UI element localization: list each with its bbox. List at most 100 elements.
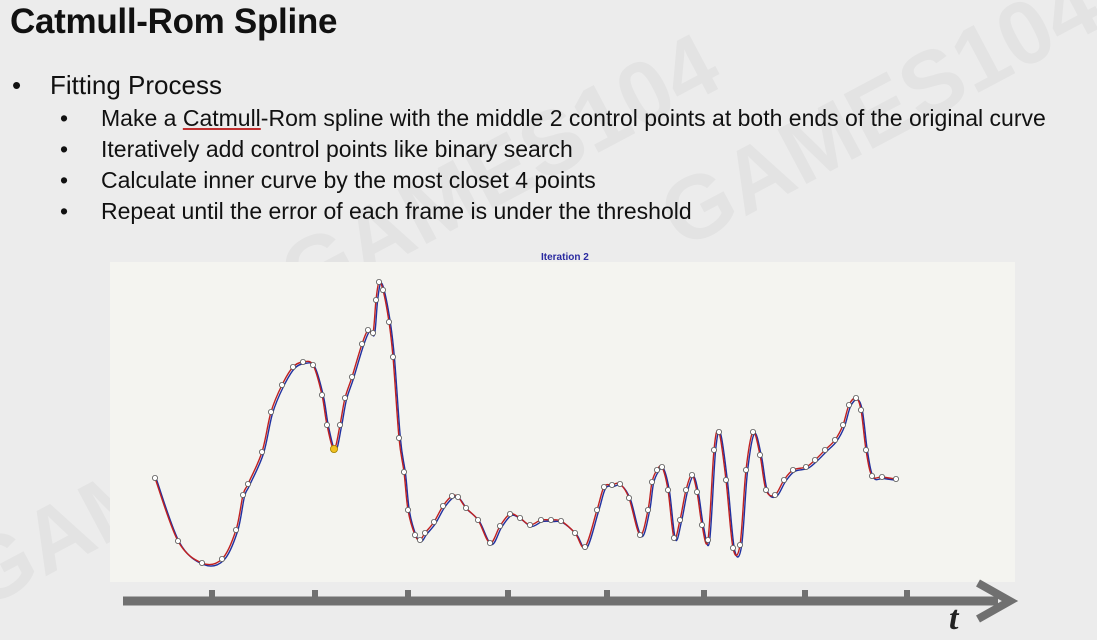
control-point <box>309 361 316 368</box>
control-point <box>671 535 678 542</box>
sub-bullet-4: • Repeat until the error of each frame i… <box>60 196 1097 227</box>
control-point <box>174 538 181 545</box>
control-point <box>258 448 265 455</box>
sub-bullet-text: Make a <box>101 105 183 131</box>
control-point <box>659 463 666 470</box>
control-point <box>594 506 601 513</box>
control-point <box>683 486 690 493</box>
control-point <box>496 523 503 530</box>
control-point <box>239 491 246 498</box>
control-point <box>694 488 701 495</box>
control-point <box>364 326 371 333</box>
sub-bullet-1: • Make a Catmull-Rom spline with the mid… <box>60 103 1097 134</box>
control-point <box>244 480 251 487</box>
control-point <box>404 506 411 513</box>
control-point <box>400 468 407 475</box>
control-point <box>879 473 886 480</box>
control-point <box>649 478 656 485</box>
control-point <box>665 486 672 493</box>
bullet-label: Fitting Process <box>50 70 222 100</box>
control-point <box>677 517 684 524</box>
control-point <box>486 540 493 547</box>
x-axis-label: t <box>949 600 959 637</box>
bullet-dot: • <box>60 198 69 224</box>
control-point <box>527 522 534 529</box>
sub-bullet-list: • Make a Catmull-Rom spline with the mid… <box>60 103 1097 227</box>
control-points <box>151 278 900 567</box>
control-point <box>609 481 616 488</box>
axis-arrowhead <box>976 579 1019 623</box>
control-point <box>517 515 524 522</box>
axis-tick <box>312 590 318 600</box>
control-point <box>750 428 757 435</box>
control-point <box>689 471 696 478</box>
control-point <box>385 318 392 325</box>
bullet-dot: • <box>60 136 69 162</box>
control-point <box>772 491 779 498</box>
axis-tick <box>802 590 808 600</box>
control-point <box>278 381 285 388</box>
control-point <box>705 537 712 544</box>
control-point <box>716 428 723 435</box>
bullet-dot: • <box>60 167 69 193</box>
spellcheck-word: Catmull <box>182 105 261 131</box>
control-point <box>601 483 608 490</box>
control-point <box>812 456 819 463</box>
control-point <box>421 530 428 537</box>
control-point <box>803 463 810 470</box>
highlighted-control-point <box>329 444 338 453</box>
fitted-curve <box>154 280 897 566</box>
control-point <box>323 421 330 428</box>
control-point <box>840 421 847 428</box>
control-point <box>218 556 225 563</box>
control-point <box>790 466 797 473</box>
control-point <box>781 476 788 483</box>
control-point <box>372 296 379 303</box>
control-point <box>411 532 418 539</box>
control-point <box>572 530 579 537</box>
control-point <box>448 492 455 499</box>
control-point <box>654 466 661 473</box>
control-point <box>893 475 900 482</box>
sub-bullet-text: Repeat until the error of each frame is … <box>101 198 692 224</box>
control-point <box>379 286 386 293</box>
bullet-dot: • <box>60 105 69 131</box>
control-point <box>869 472 876 479</box>
chart-title: Iteration 2 <box>541 252 589 263</box>
control-point <box>863 446 870 453</box>
control-point <box>832 436 839 443</box>
control-point <box>348 373 355 380</box>
control-point <box>506 510 513 517</box>
control-point <box>763 486 770 493</box>
control-point <box>389 353 396 360</box>
control-point <box>358 340 365 347</box>
control-point <box>853 394 860 401</box>
control-point <box>822 446 829 453</box>
control-point <box>416 537 423 544</box>
control-point <box>439 502 446 509</box>
sub-bullet-2: • Iteratively add control points like bi… <box>60 134 1097 165</box>
axis-tick <box>701 590 707 600</box>
control-point <box>462 504 469 511</box>
control-point <box>743 466 750 473</box>
control-point <box>151 474 158 481</box>
sub-bullet-text: Iteratively add control points like bina… <box>101 136 573 162</box>
control-point <box>548 517 555 524</box>
control-point <box>299 358 306 365</box>
axis-tick <box>209 590 215 600</box>
control-point <box>582 544 589 551</box>
control-point <box>617 480 624 487</box>
control-point <box>474 517 481 524</box>
axis-tick <box>505 590 511 600</box>
control-point <box>637 532 644 539</box>
control-point <box>369 329 376 336</box>
bullet-dot: • <box>12 70 22 100</box>
axis-tick <box>904 590 910 600</box>
control-point <box>626 494 633 501</box>
slide-title: Catmull-Rom Spline <box>10 2 338 41</box>
control-point <box>846 401 853 408</box>
control-point <box>538 517 545 524</box>
control-point <box>737 542 744 549</box>
control-point <box>858 406 865 413</box>
